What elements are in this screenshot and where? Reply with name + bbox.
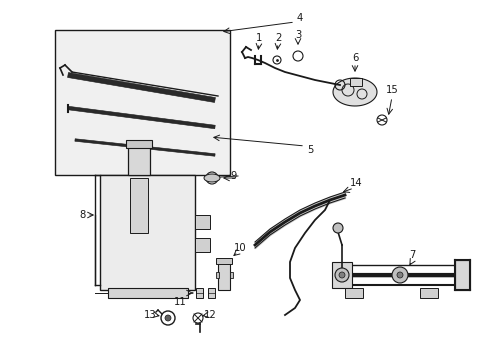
Polygon shape: [68, 106, 215, 129]
Bar: [419, 288, 437, 298]
Text: 12: 12: [203, 310, 216, 320]
Bar: [130, 178, 148, 233]
Bar: [331, 262, 351, 288]
Bar: [345, 288, 362, 298]
Text: 1: 1: [255, 33, 262, 43]
Bar: [216, 258, 231, 264]
Polygon shape: [67, 72, 215, 103]
Text: 14: 14: [349, 178, 362, 188]
Text: 10: 10: [233, 243, 246, 253]
Text: 13: 13: [143, 310, 156, 320]
Bar: [100, 175, 195, 290]
Bar: [195, 215, 209, 229]
Polygon shape: [332, 78, 376, 106]
Bar: [195, 238, 209, 252]
Bar: [349, 78, 361, 86]
Text: 9: 9: [230, 171, 237, 181]
Bar: [126, 140, 152, 148]
Bar: [128, 145, 150, 175]
Text: 8: 8: [79, 210, 85, 220]
Text: 2: 2: [274, 33, 281, 43]
Bar: [55, 30, 229, 175]
Bar: [218, 262, 229, 290]
Circle shape: [334, 268, 348, 282]
Bar: [207, 288, 215, 298]
Circle shape: [396, 272, 402, 278]
Text: 11: 11: [173, 297, 186, 307]
Text: 15: 15: [385, 85, 398, 95]
Circle shape: [332, 223, 342, 233]
Bar: [196, 288, 203, 298]
Text: 4: 4: [296, 13, 303, 23]
Bar: [216, 272, 219, 278]
Text: 7: 7: [408, 250, 414, 260]
Text: 5: 5: [306, 145, 312, 155]
Bar: [229, 272, 232, 278]
Polygon shape: [203, 174, 220, 182]
Polygon shape: [75, 139, 215, 156]
Bar: [108, 288, 187, 298]
Circle shape: [164, 315, 171, 321]
Text: 3: 3: [294, 30, 301, 40]
Text: 6: 6: [351, 53, 357, 63]
Circle shape: [391, 267, 407, 283]
Bar: [454, 260, 469, 290]
Circle shape: [338, 272, 345, 278]
